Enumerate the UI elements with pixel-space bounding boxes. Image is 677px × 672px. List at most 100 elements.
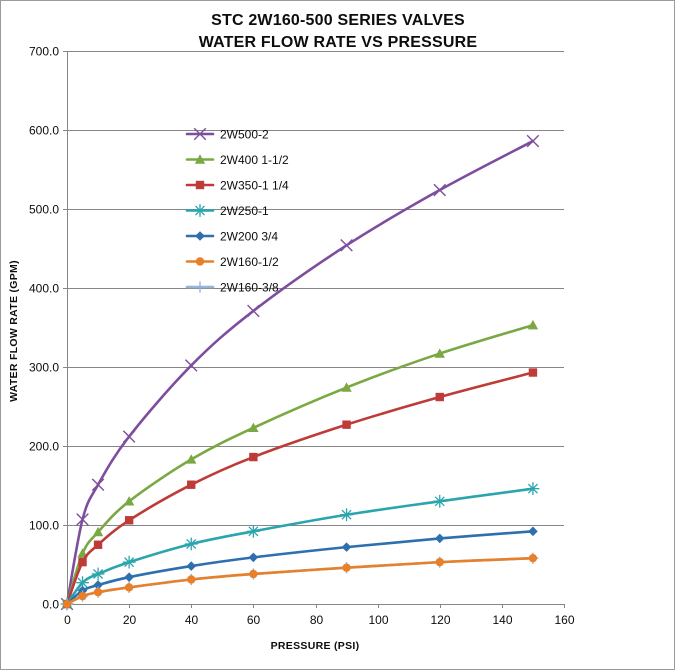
data-point-marker bbox=[187, 575, 196, 584]
series-line bbox=[65, 139, 535, 606]
data-point-marker bbox=[122, 430, 136, 443]
data-point-marker bbox=[341, 382, 352, 392]
data-point-marker bbox=[433, 494, 447, 508]
data-point-marker bbox=[528, 368, 538, 377]
series-2w500-2 bbox=[60, 134, 540, 611]
legend-label: 2W160-3/8 bbox=[220, 281, 279, 295]
series-line bbox=[65, 323, 535, 606]
y-tick-label: 100.0 bbox=[29, 519, 59, 533]
data-point-marker bbox=[194, 281, 206, 293]
legend-item-2w350-1-1-4[interactable]: 2W350-1 1/4 bbox=[185, 179, 289, 193]
y-tick-label: 500.0 bbox=[29, 203, 59, 217]
axis-titles: PRESSURE (PSI) WATER FLOW RATE (GPM) bbox=[8, 260, 359, 652]
x-tick-label: 20 bbox=[123, 613, 137, 627]
data-point-marker bbox=[76, 513, 89, 526]
series-line bbox=[65, 371, 535, 606]
y-tick-label: 300.0 bbox=[29, 361, 59, 375]
x-tick-label: 40 bbox=[185, 613, 199, 627]
data-point-marker bbox=[341, 542, 352, 552]
series-line bbox=[65, 556, 535, 606]
data-point-marker bbox=[247, 304, 260, 318]
chart-legend: 2W500-2 2W400 1-1/2 2W350-1 1/4 2W250-1 2W20… bbox=[185, 127, 289, 295]
data-point-marker bbox=[249, 569, 258, 579]
legend-item-2w500-2[interactable]: 2W500-2 bbox=[185, 127, 269, 142]
legend-label: 2W400 1-1/2 bbox=[220, 153, 289, 167]
x-tick-label: 80 bbox=[310, 613, 324, 627]
data-point-marker bbox=[195, 257, 205, 266]
data-point-marker bbox=[93, 580, 103, 590]
data-point-marker bbox=[92, 526, 104, 537]
series-line bbox=[65, 556, 535, 606]
data-point-marker bbox=[435, 557, 444, 567]
data-point-marker bbox=[526, 482, 540, 496]
chart-title: STC 2W160-500 SERIES VALVES bbox=[211, 12, 465, 29]
data-point-marker bbox=[91, 478, 105, 492]
data-point-marker bbox=[123, 496, 135, 506]
data-point-marker bbox=[195, 180, 205, 190]
series-line bbox=[65, 487, 535, 606]
y-tick-label: 400.0 bbox=[29, 282, 59, 296]
legend-label: 2W200 3/4 bbox=[220, 230, 278, 244]
legend-item-2w250-1[interactable]: 2W250-1 bbox=[185, 204, 269, 218]
x-tick-label: 120 bbox=[430, 613, 450, 627]
x-axis-ticks: 0 20 40 60 80 100 120 140 160 bbox=[64, 604, 575, 627]
data-point-marker bbox=[528, 526, 538, 537]
data-point-marker bbox=[187, 480, 196, 489]
data-point-marker bbox=[78, 591, 87, 601]
x-tick-label: 140 bbox=[492, 613, 512, 627]
data-point-marker bbox=[124, 516, 134, 525]
y-axis-ticks: 0.0 100.0 200.0 300.0 400.0 500.0 600.0 700.0 bbox=[29, 45, 67, 612]
data-point-marker bbox=[77, 548, 88, 558]
data-point-marker bbox=[342, 563, 351, 572]
chart-subtitle: WATER FLOW RATE VS PRESSURE bbox=[199, 34, 478, 51]
series-2w200-3-4 bbox=[62, 526, 538, 609]
y-axis-title: WATER FLOW RATE (GPM) bbox=[8, 260, 20, 402]
y-tick-label: 0.0 bbox=[42, 598, 59, 612]
grid-lines bbox=[67, 51, 564, 605]
data-point-marker bbox=[62, 599, 72, 609]
data-point-marker bbox=[433, 183, 447, 197]
data-point-marker bbox=[434, 533, 445, 544]
data-point-marker bbox=[193, 127, 207, 141]
data-point-marker bbox=[526, 134, 540, 148]
data-point-marker bbox=[249, 452, 258, 462]
data-point-marker bbox=[186, 561, 197, 571]
data-point-marker bbox=[248, 422, 259, 433]
y-tick-label: 600.0 bbox=[29, 124, 59, 138]
data-point-marker bbox=[93, 587, 103, 597]
legend-label: 2W500-2 bbox=[220, 128, 269, 142]
legend-label: 2W250-1 bbox=[220, 204, 269, 218]
x-tick-label: 0 bbox=[64, 613, 71, 627]
data-point-marker bbox=[122, 555, 136, 569]
data-point-marker bbox=[527, 319, 539, 330]
data-point-marker bbox=[193, 204, 207, 217]
data-point-marker bbox=[184, 359, 198, 372]
data-point-marker bbox=[124, 572, 134, 582]
x-tick-label: 60 bbox=[247, 613, 261, 627]
legend-item-2w160-3-8[interactable]: 2W160-3/8 bbox=[185, 281, 279, 295]
data-point-marker bbox=[528, 553, 538, 563]
series-2w350-1-1-4 bbox=[62, 368, 538, 609]
y-tick-label: 700.0 bbox=[29, 45, 59, 59]
x-tick-label: 100 bbox=[368, 613, 388, 627]
data-point-marker bbox=[124, 583, 134, 592]
data-point-marker bbox=[246, 524, 260, 538]
data-point-marker bbox=[194, 154, 206, 164]
data-point-marker bbox=[184, 537, 198, 551]
legend-item-2w200-3-4[interactable]: 2W200 3/4 bbox=[185, 230, 278, 244]
y-tick-label: 200.0 bbox=[29, 440, 59, 454]
legend-label: 2W350-1 1/4 bbox=[220, 179, 289, 193]
data-point-marker bbox=[78, 557, 87, 567]
x-axis-title: PRESSURE (PSI) bbox=[271, 640, 360, 652]
data-point-marker bbox=[434, 348, 445, 358]
data-point-marker bbox=[340, 239, 353, 252]
legend-item-2w160-1-2[interactable]: 2W160-1/2 bbox=[185, 255, 279, 269]
legend-label: 2W160-1/2 bbox=[220, 255, 279, 269]
data-point-marker bbox=[91, 567, 105, 581]
series-line bbox=[65, 530, 535, 606]
x-tick-label: 160 bbox=[554, 613, 574, 627]
series-2w250-1 bbox=[60, 482, 540, 611]
legend-item-2w400-1-1-2[interactable]: 2W400 1-1/2 bbox=[185, 153, 289, 167]
